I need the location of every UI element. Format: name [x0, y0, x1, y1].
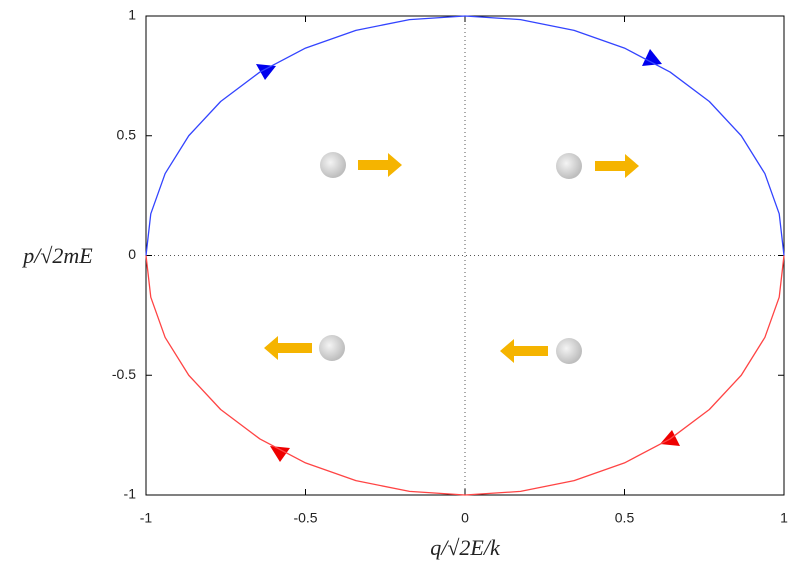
- arrow-right: [358, 153, 402, 177]
- x-tick-label: 1: [780, 510, 788, 526]
- y-tick-label: -0.5: [112, 366, 136, 382]
- x-tick-label: -1: [140, 510, 153, 526]
- y-axis-label: p/√2mE: [21, 243, 93, 268]
- y-tick-label: 1: [128, 7, 136, 23]
- particles: [264, 152, 639, 364]
- direction-marker: [256, 64, 276, 80]
- ball: [556, 338, 582, 364]
- y-tick-label: -1: [124, 486, 137, 502]
- arrow-right: [595, 154, 639, 178]
- x-tick-label: 0: [461, 510, 469, 526]
- plot-frame: [145, 15, 785, 496]
- x-tick-label: 0.5: [615, 510, 635, 526]
- direction-marker: [660, 430, 680, 446]
- arrow-left: [264, 336, 312, 360]
- direction-markers: [256, 49, 680, 462]
- ball: [320, 152, 346, 178]
- ball: [556, 153, 582, 179]
- x-axis-label: q/√2E/k: [430, 535, 501, 560]
- y-tick-label: 0.5: [117, 126, 137, 142]
- curve: [145, 15, 785, 256]
- direction-marker: [642, 49, 662, 66]
- direction-marker: [270, 446, 290, 462]
- x-tick-label: -0.5: [293, 510, 317, 526]
- curve: [145, 255, 785, 496]
- y-tick-label: 0: [128, 246, 136, 262]
- ball: [319, 335, 345, 361]
- arrow-left: [500, 339, 548, 363]
